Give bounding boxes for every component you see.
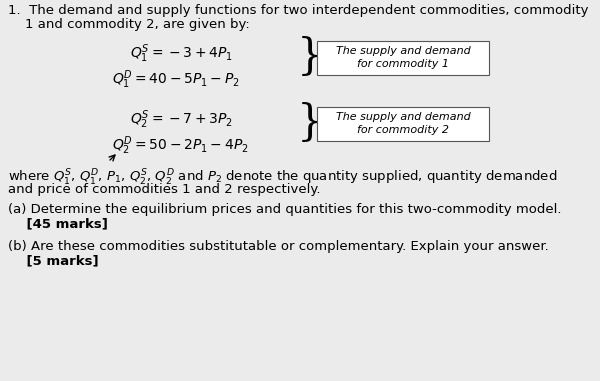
Text: 1.  The demand and supply functions for two interdependent commodities, commodit: 1. The demand and supply functions for t… [8,4,589,17]
Text: 1 and commodity 2, are given by:: 1 and commodity 2, are given by: [8,18,250,31]
Text: $Q_2^S = -7 + 3P_2$: $Q_2^S = -7 + 3P_2$ [130,108,233,131]
Text: (a) Determine the equilibrium prices and quantities for this two-commodity model: (a) Determine the equilibrium prices and… [8,203,562,216]
Text: $Q_2^D = 50 - 2P_1 - 4P_2$: $Q_2^D = 50 - 2P_1 - 4P_2$ [112,134,248,157]
Text: }: } [297,102,323,144]
Text: (b) Are these commodities substitutable or complementary. Explain your answer.: (b) Are these commodities substitutable … [8,240,549,253]
Text: $Q_1^D = 40 - 5P_1 - P_2$: $Q_1^D = 40 - 5P_1 - P_2$ [112,68,240,91]
FancyBboxPatch shape [317,107,489,141]
Text: [45 marks]: [45 marks] [8,217,108,230]
Text: }: } [297,36,323,78]
FancyBboxPatch shape [317,41,489,75]
Text: $Q_1^S = -3 + 4P_1$: $Q_1^S = -3 + 4P_1$ [130,42,233,65]
Text: where $Q_1^S$, $Q_1^D$, $P_1$, $Q_2^S$, $Q_2^D$ and $P_2$ denote the quantity su: where $Q_1^S$, $Q_1^D$, $P_1$, $Q_2^S$, … [8,168,557,188]
Text: The supply and demand: The supply and demand [335,112,470,122]
Text: for commodity 2: for commodity 2 [357,125,449,135]
Text: The supply and demand: The supply and demand [335,46,470,56]
Text: and price of commodities 1 and 2 respectively.: and price of commodities 1 and 2 respect… [8,183,320,196]
Text: [5 marks]: [5 marks] [8,254,98,267]
Text: for commodity 1: for commodity 1 [357,59,449,69]
